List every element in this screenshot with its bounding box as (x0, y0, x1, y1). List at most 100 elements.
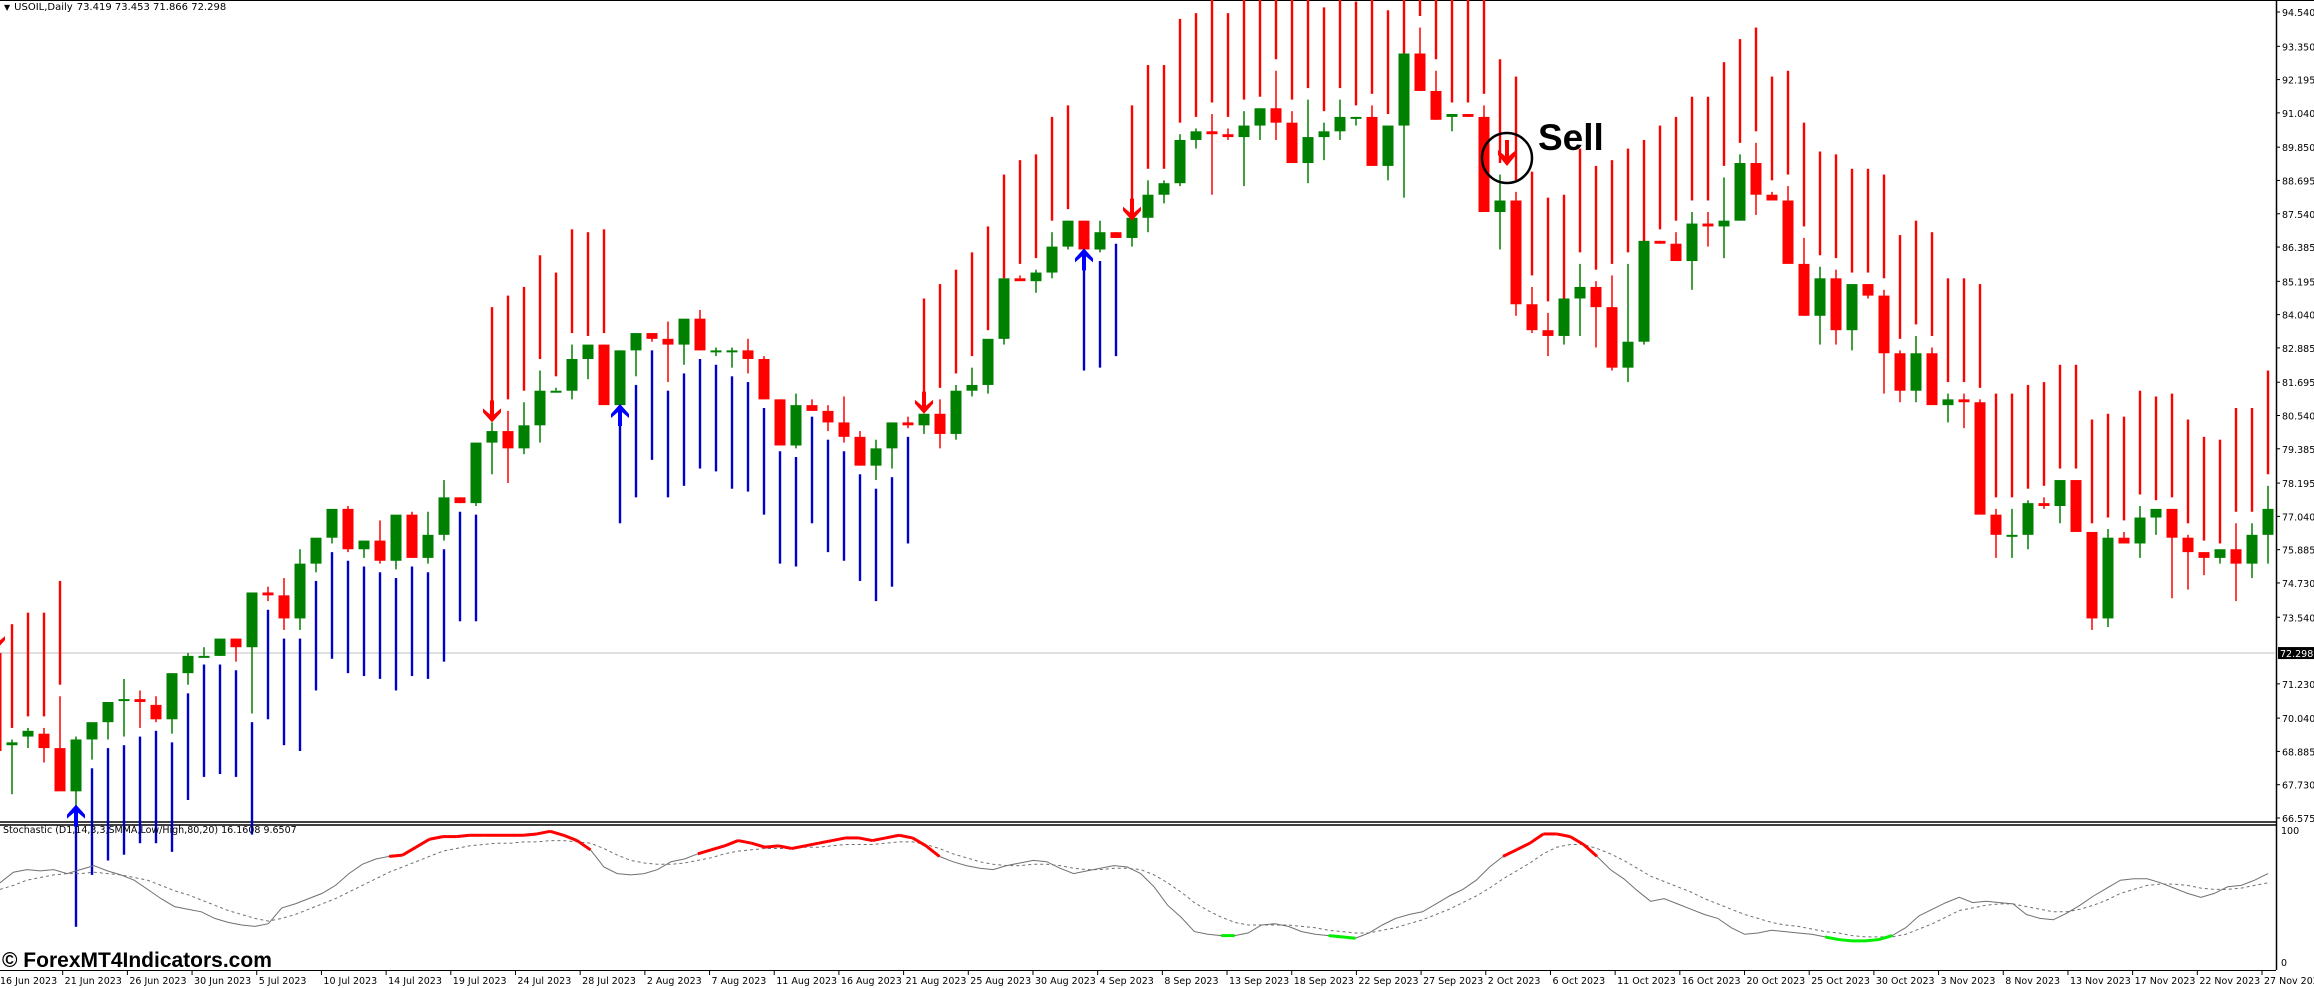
svg-text:93.350: 93.350 (2282, 42, 2314, 53)
candle (1126, 217, 1138, 247)
candle (694, 310, 706, 351)
svg-text:6 Oct 2023: 6 Oct 2023 (1552, 976, 1605, 987)
candle (1590, 281, 1602, 348)
candle (1222, 128, 1234, 140)
svg-text:16 Jun 2023: 16 Jun 2023 (0, 976, 57, 987)
watermark: © ForexMT4Indicators.com (2, 949, 272, 972)
svg-text:87.540: 87.540 (2282, 210, 2314, 221)
candle (1446, 114, 1458, 132)
svg-text:80.540: 80.540 (2282, 412, 2314, 423)
candle (1190, 128, 1202, 149)
candle (1414, 27, 1426, 91)
candle (1206, 114, 1218, 195)
candle (1750, 142, 1762, 215)
candle (1782, 186, 1794, 264)
stochastic-main-line (0, 830, 2269, 942)
candle (614, 350, 626, 409)
time-axis[interactable]: 16 Jun 2023 21 Jun 2023 26 Jun 2023 30 Jun … (0, 970, 2314, 987)
candle (806, 399, 818, 411)
candle (838, 396, 850, 443)
candle (1894, 350, 1906, 403)
svg-text:88.695: 88.695 (2282, 176, 2314, 187)
candle (886, 422, 898, 469)
candle (486, 422, 498, 475)
candle (38, 727, 50, 763)
candle (2166, 508, 2178, 599)
candle (1766, 191, 1778, 201)
sell-arrow-icon (915, 391, 933, 414)
candle (630, 333, 642, 377)
svg-text:27 Sep 2023: 27 Sep 2023 (1423, 976, 1483, 987)
candle (1030, 269, 1042, 293)
candle (822, 405, 834, 432)
candle (2118, 531, 2130, 544)
candle (1718, 177, 1730, 259)
svg-text:75.885: 75.885 (2282, 546, 2314, 557)
candle (1142, 180, 1154, 233)
svg-text:94.540: 94.540 (2282, 8, 2314, 19)
candle (2054, 480, 2066, 524)
candle (710, 347, 722, 357)
svg-text:67.730: 67.730 (2282, 781, 2314, 792)
sell-signal-arrow-icon (1498, 140, 1516, 166)
svg-text:85.195: 85.195 (2282, 277, 2314, 288)
candle (1686, 212, 1698, 290)
svg-text:4 Sep 2023: 4 Sep 2023 (1100, 976, 1154, 987)
candle (2134, 506, 2146, 558)
candle (1014, 275, 1026, 282)
candlestick-series (0, 27, 2274, 809)
candle (1574, 263, 1586, 336)
price-axis[interactable]: 94.540 93.350 92.195 91.040 89.850 88.695 87.5… (2276, 8, 2314, 969)
candle (598, 344, 610, 406)
candle (1638, 240, 1650, 345)
candle (1702, 212, 1714, 247)
candle (1110, 232, 1122, 238)
sell-arrow-icon (483, 400, 501, 423)
candle (310, 537, 322, 573)
svg-text:16 Oct 2023: 16 Oct 2023 (1682, 976, 1741, 987)
candle (1366, 105, 1378, 166)
svg-text:30 Aug 2023: 30 Aug 2023 (1035, 976, 1096, 987)
candle (1270, 70, 1282, 140)
symbol-title: USOIL,Daily (14, 2, 73, 13)
candle (998, 278, 1010, 345)
candle (278, 578, 290, 630)
candle (1494, 174, 1506, 250)
svg-text:16 Aug 2023: 16 Aug 2023 (841, 976, 902, 987)
candle (774, 399, 786, 446)
candle (86, 722, 98, 760)
candle (406, 511, 418, 558)
svg-text:86.385: 86.385 (2282, 243, 2314, 254)
candle (662, 321, 674, 383)
svg-text:84.040: 84.040 (2282, 311, 2314, 322)
svg-text:11 Oct 2023: 11 Oct 2023 (1617, 976, 1676, 987)
candle (2150, 508, 2162, 535)
svg-text:26 Jun 2023: 26 Jun 2023 (129, 976, 186, 987)
candle (22, 727, 34, 749)
svg-text:10 Jul 2023: 10 Jul 2023 (323, 976, 377, 987)
candle (646, 333, 658, 342)
candle (1942, 393, 1954, 423)
buy-arrow-icon (1075, 248, 1093, 271)
svg-text:66.575: 66.575 (2282, 814, 2314, 825)
candle (2022, 500, 2034, 550)
svg-text:79.385: 79.385 (2282, 445, 2314, 456)
candle (422, 511, 434, 564)
candle (1062, 220, 1074, 250)
candle (934, 399, 946, 449)
candle (134, 690, 146, 728)
signal-arrows (0, 140, 1516, 827)
svg-text:11 Aug 2023: 11 Aug 2023 (776, 976, 837, 987)
svg-text:25 Aug 2023: 25 Aug 2023 (970, 976, 1031, 987)
candle (166, 673, 178, 734)
candle (1542, 312, 1554, 357)
collapse-triangle-icon[interactable]: ▼ (4, 3, 11, 12)
svg-text:92.195: 92.195 (2282, 76, 2314, 87)
candle (1238, 111, 1250, 187)
svg-text:5 Jul 2023: 5 Jul 2023 (259, 976, 307, 987)
candle (1094, 220, 1106, 253)
candle (1510, 191, 1522, 316)
